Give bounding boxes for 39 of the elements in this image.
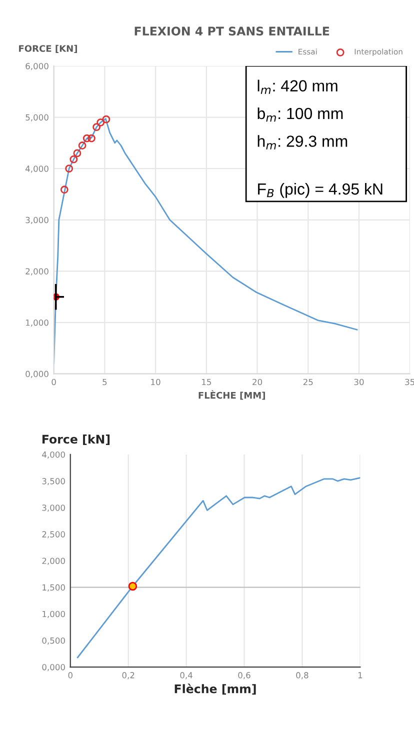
x-tick-label: 20 [252,378,262,386]
x-tick-label: 5 [102,378,107,386]
x-tick-label: 1 [358,672,362,678]
y-axis-title: Force [kN] [42,434,110,446]
y-tick-label: 1,000 [42,610,65,618]
x-tick-label: 25 [303,378,313,386]
y-tick-label: 0,000 [42,664,65,672]
y-tick-label: 1,000 [26,320,48,327]
y-tick-label: 2,500 [42,531,65,538]
y-tick-label: 5,000 [26,114,48,122]
y-tick-label: 2,000 [42,558,65,565]
x-tick-label: 10 [151,378,160,386]
y-tick-label: 4,000 [42,451,65,459]
y-axis-title: FORCE [KN] [19,44,77,53]
y-tick-label: 4,000 [26,166,48,173]
y-tick-label: 1,500 [42,584,65,592]
y-tick-label: 0,000 [26,370,48,378]
x-tick-label: 35 [405,378,414,386]
x-tick-label: 15 [202,378,211,386]
y-tick-label: 6,000 [26,62,48,70]
x-axis-title: Flèche [mm] [174,684,256,695]
y-tick-label: 3,000 [42,504,65,512]
x-axis-title: FLÈCHE [MM] [198,390,265,400]
annotation: h$_{m}$: 29.3 mm [258,135,348,150]
annotation: l$_{m}$: 420 mm [258,80,338,94]
y-tick-label: 3,000 [26,216,48,224]
y-tick-label: 0,500 [42,637,65,645]
y-tick-label: 2,000 [26,268,48,276]
y-tick-label: 3,500 [42,478,65,486]
x-tick-label: 0 [68,672,72,678]
annotation: b$_{m}$: 100 mm [258,107,343,122]
x-tick-label: 0,6 [238,672,250,680]
x-tick-label: 0,4 [180,672,192,680]
chart-title: FLEXION 4 PT SANS ENTAILLE [134,26,330,36]
x-tick-label: 30 [354,378,364,386]
x-tick-label: 0 [52,378,56,386]
annotation: F$_{B}$ (pic) = 4.95 kN [258,182,382,198]
x-tick-label: 0,8 [296,672,308,680]
x-tick-label: 0,2 [122,672,134,680]
